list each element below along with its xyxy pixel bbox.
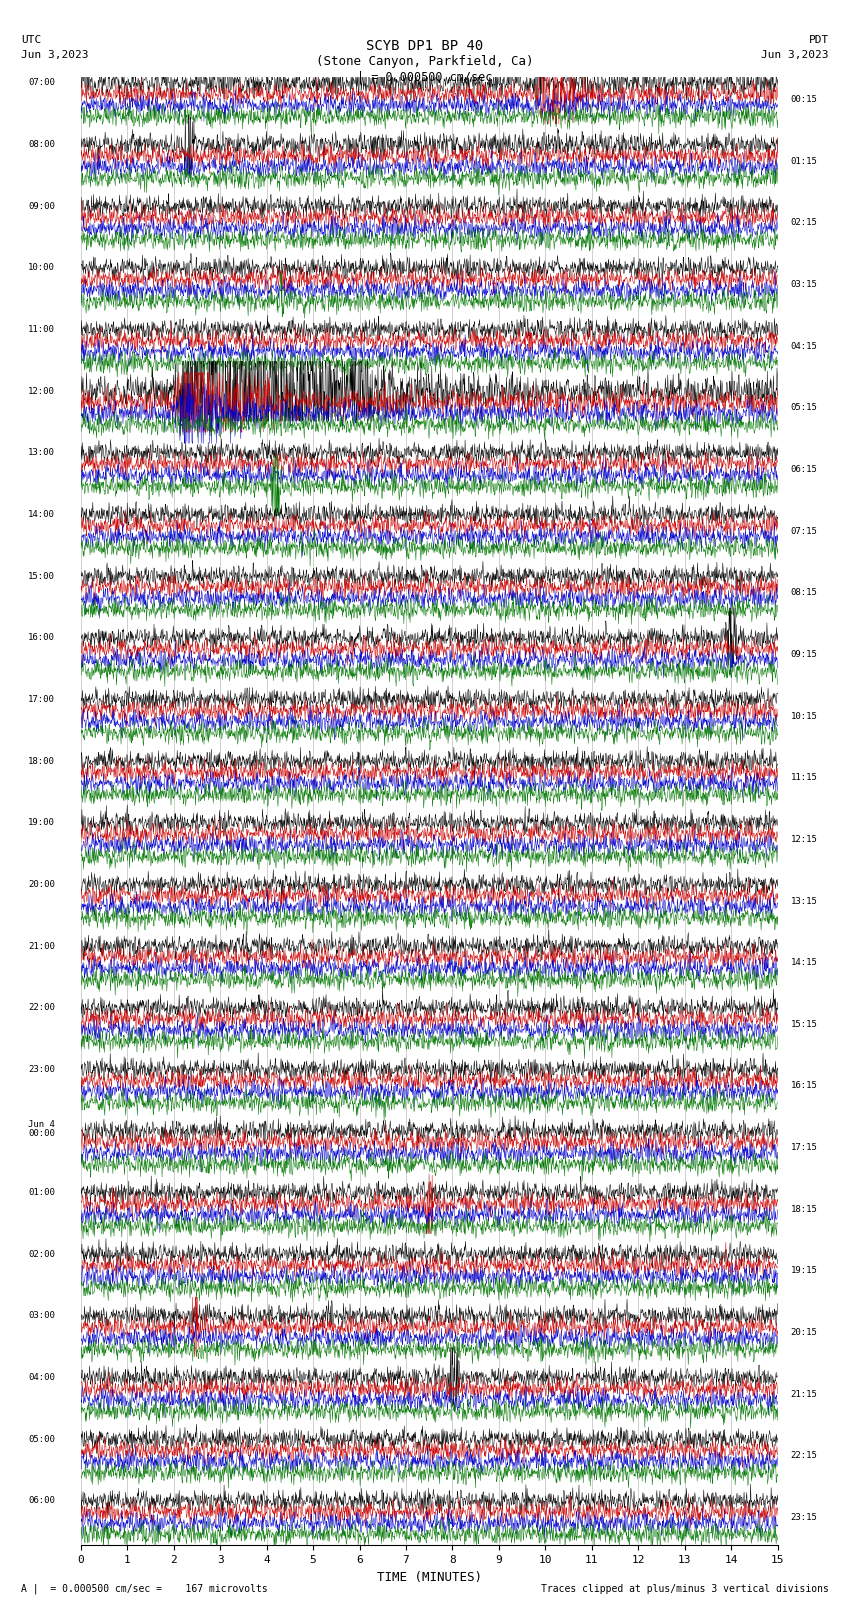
Text: 21:00: 21:00 — [28, 942, 55, 950]
Text: 01:00: 01:00 — [28, 1189, 55, 1197]
Text: 11:00: 11:00 — [28, 326, 55, 334]
Text: 11:15: 11:15 — [790, 773, 818, 782]
Text: 18:15: 18:15 — [790, 1205, 818, 1213]
Text: 12:15: 12:15 — [790, 836, 818, 844]
Text: Jun 3,2023: Jun 3,2023 — [21, 50, 88, 60]
Text: 00:00: 00:00 — [28, 1129, 55, 1137]
Text: 20:00: 20:00 — [28, 879, 55, 889]
Text: 00:15: 00:15 — [790, 95, 818, 105]
Text: 16:00: 16:00 — [28, 634, 55, 642]
Text: | = 0.000500 cm/sec: | = 0.000500 cm/sec — [357, 71, 493, 84]
Text: Traces clipped at plus/minus 3 vertical divisions: Traces clipped at plus/minus 3 vertical … — [541, 1584, 829, 1594]
Text: 03:00: 03:00 — [28, 1311, 55, 1321]
Text: 09:15: 09:15 — [790, 650, 818, 660]
Text: 10:15: 10:15 — [790, 711, 818, 721]
Text: 18:00: 18:00 — [28, 756, 55, 766]
Text: 12:00: 12:00 — [28, 387, 55, 395]
Text: 04:15: 04:15 — [790, 342, 818, 350]
Text: SCYB DP1 BP 40: SCYB DP1 BP 40 — [366, 39, 484, 53]
Text: 23:15: 23:15 — [790, 1513, 818, 1523]
Text: 05:15: 05:15 — [790, 403, 818, 413]
Text: 13:00: 13:00 — [28, 448, 55, 458]
Text: 02:15: 02:15 — [790, 218, 818, 227]
Text: 05:00: 05:00 — [28, 1434, 55, 1444]
Text: PDT: PDT — [808, 35, 829, 45]
Text: 22:15: 22:15 — [790, 1452, 818, 1460]
Text: 07:00: 07:00 — [28, 79, 55, 87]
Text: 06:00: 06:00 — [28, 1497, 55, 1505]
Text: 06:15: 06:15 — [790, 465, 818, 474]
Text: 10:00: 10:00 — [28, 263, 55, 273]
Text: Jun 3,2023: Jun 3,2023 — [762, 50, 829, 60]
X-axis label: TIME (MINUTES): TIME (MINUTES) — [377, 1571, 482, 1584]
Text: 22:00: 22:00 — [28, 1003, 55, 1013]
Text: 08:00: 08:00 — [28, 140, 55, 148]
Text: 03:15: 03:15 — [790, 281, 818, 289]
Text: 19:00: 19:00 — [28, 818, 55, 827]
Text: 14:00: 14:00 — [28, 510, 55, 519]
Text: 04:00: 04:00 — [28, 1373, 55, 1382]
Text: 21:15: 21:15 — [790, 1390, 818, 1398]
Text: 13:15: 13:15 — [790, 897, 818, 905]
Text: 17:00: 17:00 — [28, 695, 55, 703]
Text: 01:15: 01:15 — [790, 156, 818, 166]
Text: 09:00: 09:00 — [28, 202, 55, 211]
Text: 20:15: 20:15 — [790, 1327, 818, 1337]
Text: 14:15: 14:15 — [790, 958, 818, 968]
Text: A |  = 0.000500 cm/sec =    167 microvolts: A | = 0.000500 cm/sec = 167 microvolts — [21, 1582, 268, 1594]
Text: 19:15: 19:15 — [790, 1266, 818, 1276]
Text: 23:00: 23:00 — [28, 1065, 55, 1074]
Text: UTC: UTC — [21, 35, 42, 45]
Text: (Stone Canyon, Parkfield, Ca): (Stone Canyon, Parkfield, Ca) — [316, 55, 534, 68]
Text: 02:00: 02:00 — [28, 1250, 55, 1258]
Text: 07:15: 07:15 — [790, 527, 818, 536]
Text: 08:15: 08:15 — [790, 589, 818, 597]
Text: 16:15: 16:15 — [790, 1081, 818, 1090]
Text: 15:15: 15:15 — [790, 1019, 818, 1029]
Text: 17:15: 17:15 — [790, 1144, 818, 1152]
Text: Jun 4: Jun 4 — [28, 1119, 55, 1129]
Text: 15:00: 15:00 — [28, 571, 55, 581]
